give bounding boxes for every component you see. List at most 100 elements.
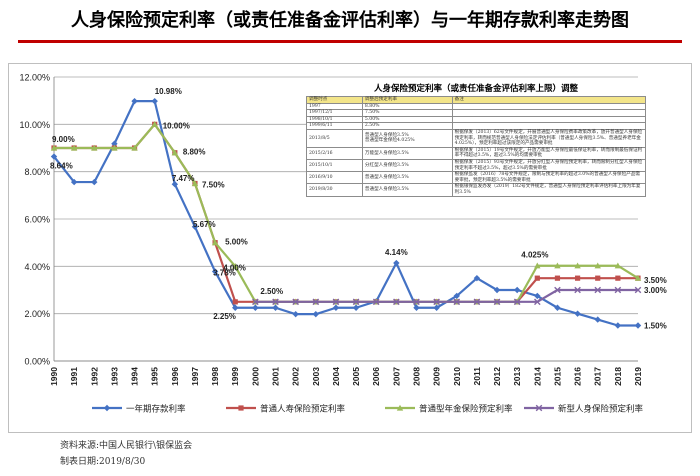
data-point (396, 404, 404, 411)
x-tick-label: 2000 (250, 367, 260, 386)
x-tick-label: 2001 (271, 367, 281, 386)
data-label: 8.80% (183, 148, 206, 157)
data-point (493, 298, 501, 306)
table-cell: 普通型人身保险3.5% (361, 171, 453, 185)
data-point (332, 298, 340, 306)
data-point (453, 298, 461, 306)
data-point (91, 178, 98, 186)
y-tick-label: 8.00% (24, 167, 50, 177)
series-line (53, 100, 638, 327)
legend-item-new_life: 新型人身保险预定利率 (524, 404, 644, 415)
x-tick-label: 1997 (190, 367, 200, 386)
data-point (111, 144, 118, 151)
x-tick-label: 1991 (69, 367, 79, 386)
data-point (191, 223, 199, 231)
data-label: 3.78% (213, 269, 236, 278)
data-point (211, 268, 219, 275)
table-row: 1998/10/1 5.00% (306, 115, 647, 124)
table-cell: 1997 (306, 102, 363, 111)
data-point (211, 239, 219, 246)
data-point (252, 298, 259, 306)
data-point (232, 299, 238, 305)
table-cell: 万能型人身保险3.5% (361, 146, 453, 160)
x-tick-label: 2012 (492, 367, 502, 386)
table-cell: 分红型人身保险3.5% (361, 158, 453, 173)
data-point (594, 316, 601, 323)
data-point (131, 144, 138, 151)
table-cell (451, 115, 647, 124)
table-cell: 2.50% (361, 122, 453, 130)
legend-label: 新型人身保险预定利率 (558, 404, 644, 415)
data-point (103, 404, 111, 412)
table-row: 1999/6/11 2.50% (306, 122, 647, 130)
data-label: 2.50% (260, 287, 283, 296)
data-label: 7.47% (172, 174, 195, 183)
data-point (535, 404, 543, 412)
data-point (614, 322, 622, 329)
table-cell (451, 102, 647, 111)
data-point (272, 304, 279, 311)
data-point (312, 298, 320, 306)
legend-item-annuity: 普通型年金保险预定利率 (385, 404, 513, 415)
legend-label: 普通型年金保险预定利率 (419, 404, 513, 415)
data-point (352, 304, 360, 311)
y-tick-label: 2.00% (24, 309, 50, 319)
table-cell (451, 109, 647, 117)
data-point (413, 298, 420, 306)
data-point (614, 262, 622, 269)
data-point (595, 275, 601, 281)
x-tick-label: 2006 (371, 367, 381, 386)
data-point (70, 144, 78, 151)
table-cell: 2013/8/5 (306, 128, 363, 148)
series-line (255, 288, 638, 303)
data-point (70, 178, 78, 186)
data-label: 2.25% (213, 312, 236, 321)
data-point (352, 298, 360, 306)
data-point (473, 298, 481, 306)
table-header: 调整后预定利率 (361, 96, 453, 104)
data-point (171, 149, 179, 156)
data-point (615, 275, 621, 281)
data-point (614, 286, 622, 294)
data-point (513, 286, 521, 294)
y-axis: 0.00% 2.00% 4.00% 6.00% 8.00% 10.00% 12.00% (19, 73, 55, 367)
data-point (634, 286, 642, 294)
table-cell: 2015/10/1 (306, 158, 363, 173)
data-point (574, 262, 581, 269)
x-tick-label: 2003 (311, 367, 321, 386)
data-point (111, 140, 118, 147)
table-row: 2016/9/10 普通型人身保险3.5% 根据保监发（2016）78号文件规定，限… (306, 171, 647, 185)
rate-adjustment-table: 调整时点 调整后预定利率 备注 1997 8.80% 1997/12/1 7.50% 1… (306, 96, 647, 197)
chart-frame (8, 63, 692, 433)
x-tick-label: 2005 (351, 367, 361, 386)
data-labels: 8.64% 9.00% 10.98% 10.00% 8.80% 7.47% 7.50% 5.6… (50, 87, 667, 330)
x-tick-label: 1992 (89, 367, 99, 386)
y-tick-label: 4.00% (24, 262, 50, 272)
data-point (131, 97, 138, 105)
table-cell: 根据保发（2015）19号文件规定，开放万能型人身保险最低保证利率，转而限制最低… (451, 146, 647, 160)
x-tick-label: 2013 (512, 367, 522, 386)
chart-title: 人身保险预定利率（或责任准备金评估利率）与一年期存款利率走势图 (71, 10, 629, 31)
data-point (191, 180, 199, 187)
legend: 一年期存款利率 普通人寿保险预定利率 普通型年金保险预定利率 新型人身保险预定利率 (92, 404, 644, 415)
table-cell: 8.80% (361, 102, 453, 111)
data-point (574, 275, 581, 281)
data-label: 1.50% (644, 322, 667, 331)
data-point (151, 97, 158, 105)
x-tick-label: 1996 (170, 367, 180, 386)
table-cell: 1999/6/11 (306, 122, 363, 130)
data-point (634, 322, 642, 329)
legend-label: 一年期存款利率 (126, 404, 186, 415)
x-tick-label: 2017 (593, 367, 603, 386)
data-point (232, 304, 239, 311)
data-point (493, 286, 501, 294)
series-lines (50, 97, 642, 329)
x-tick-label: 2004 (331, 367, 341, 386)
x-tick-label: 2015 (552, 367, 562, 386)
table-row: 1997 8.80% (306, 102, 647, 111)
data-point (554, 275, 561, 281)
table-cell: 1998/10/1 (306, 115, 363, 124)
table-title: 人身保险预定利率（或责任准备金评估利率上限）调整 (373, 84, 578, 94)
table-header: 备注 (451, 96, 647, 104)
